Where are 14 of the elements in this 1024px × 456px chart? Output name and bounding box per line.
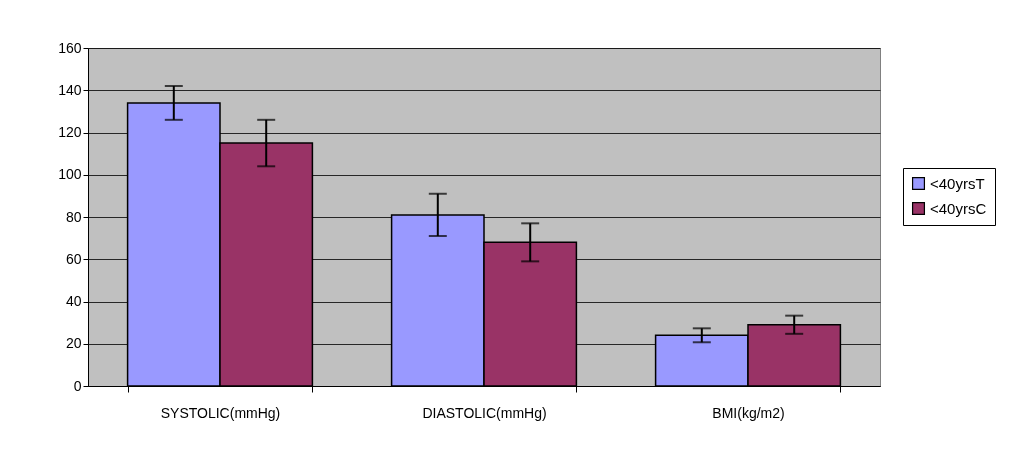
y-tick-label: 80 <box>65 208 82 225</box>
x-tick-label: BMI(kg/m2) <box>712 404 785 421</box>
y-tick-label: 60 <box>65 250 82 267</box>
y-tick-label: 100 <box>58 166 82 183</box>
y-tick-label: 140 <box>58 81 82 98</box>
legend-label: <40yrsC <box>930 199 987 217</box>
x-tick-label: SYSTOLIC(mmHg) <box>160 404 281 421</box>
legend-label: <40yrsT <box>930 174 985 192</box>
y-tick-label: 20 <box>65 335 82 352</box>
x-tick-label: DIASTOLIC(mmHg) <box>422 404 547 421</box>
y-tick-label: 120 <box>58 124 82 140</box>
y-tick-label: 160 <box>58 39 82 56</box>
y-tick-label: 0 <box>73 377 82 394</box>
y-tick-label: 40 <box>65 293 82 309</box>
